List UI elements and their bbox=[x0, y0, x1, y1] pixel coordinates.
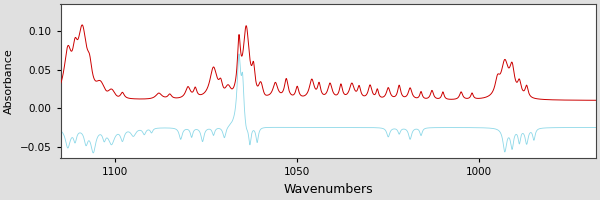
X-axis label: Wavenumbers: Wavenumbers bbox=[283, 183, 373, 196]
Y-axis label: Absorbance: Absorbance bbox=[4, 48, 14, 114]
